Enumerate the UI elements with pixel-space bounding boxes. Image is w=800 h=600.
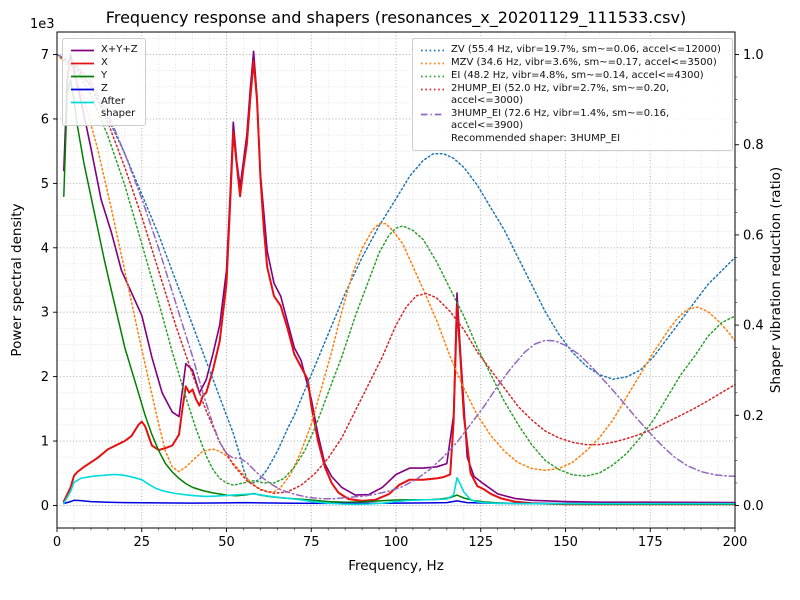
legend-item: EI (48.2 Hz, vibr=4.8%, sm~=0.14, accel<…	[420, 70, 725, 82]
legend-label: MZV (34.6 Hz, vibr=3.6%, sm~=0.17, accel…	[451, 57, 717, 68]
legend-label: X+Y+Z	[101, 44, 138, 55]
series-mzv	[56, 53, 736, 493]
legend-line-sample	[71, 75, 94, 78]
svg-text:0.6: 0.6	[743, 228, 764, 243]
legend-blank-sample	[420, 134, 445, 145]
legend-label: Y	[101, 70, 108, 81]
series-zv	[56, 53, 736, 484]
legend-line-sample	[71, 101, 94, 104]
legend-item: X+Y+Z	[70, 44, 138, 56]
y-axis-label-left: Power spectral density	[9, 203, 25, 357]
svg-text:7: 7	[41, 48, 49, 63]
svg-text:75: 75	[303, 535, 320, 550]
legend-line-sample	[71, 88, 94, 91]
svg-text:3: 3	[41, 306, 49, 321]
legend-line-sample	[421, 88, 444, 91]
svg-text:1: 1	[41, 435, 49, 450]
legend-item: Y	[70, 70, 138, 82]
series-2hump-ei	[56, 53, 736, 495]
legend-label: 3HUMP_EI (72.6 Hz, vibr=1.4%, sm~=0.16, …	[451, 108, 670, 131]
y-axis-offset-text: 1e3	[30, 17, 55, 32]
svg-text:5: 5	[41, 177, 49, 192]
svg-text:200: 200	[723, 535, 748, 550]
legend-line-sample	[71, 49, 94, 52]
series-ei	[56, 53, 736, 486]
legend-item: Z	[70, 83, 138, 95]
svg-text:0.2: 0.2	[743, 409, 764, 424]
legend-item: 2HUMP_EI (52.0 Hz, vibr=2.7%, sm~=0.20, …	[420, 83, 725, 107]
legend-label: X	[101, 57, 108, 68]
series-x	[62, 60, 736, 506]
legend-item: Recommended shaper: 3HUMP_EI	[420, 133, 725, 145]
svg-text:0.4: 0.4	[743, 319, 764, 334]
svg-text:0.8: 0.8	[743, 138, 764, 153]
legend-item: After shaper	[70, 96, 138, 120]
legend-psd: X+Y+Z X Y Z After shaper	[62, 38, 146, 126]
legend-item: X	[70, 57, 138, 69]
svg-text:150: 150	[553, 535, 578, 550]
legend-item: ZV (55.4 Hz, vibr=19.7%, sm~=0.06, accel…	[420, 44, 725, 56]
series-3hump-ei	[56, 53, 736, 500]
legend-item: MZV (34.6 Hz, vibr=3.6%, sm~=0.17, accel…	[420, 57, 725, 69]
legend-line-sample	[421, 113, 444, 116]
legend-label: 2HUMP_EI (52.0 Hz, vibr=2.7%, sm~=0.20, …	[451, 83, 670, 106]
chart-title: Frequency response and shapers (resonanc…	[105, 8, 687, 27]
svg-text:125: 125	[468, 535, 493, 550]
svg-text:6: 6	[41, 112, 49, 127]
legend-line-sample	[71, 62, 94, 65]
legend-line-sample	[421, 75, 444, 78]
svg-text:1.0: 1.0	[743, 48, 764, 63]
svg-text:0.0: 0.0	[743, 499, 764, 514]
svg-text:0: 0	[53, 535, 61, 550]
legend-line-sample	[421, 49, 444, 52]
series-after-shaper	[62, 473, 736, 506]
legend-label: ZV (55.4 Hz, vibr=19.7%, sm~=0.06, accel…	[451, 44, 721, 55]
legend-line-sample	[421, 62, 444, 65]
legend-shapers: ZV (55.4 Hz, vibr=19.7%, sm~=0.06, accel…	[412, 38, 733, 151]
svg-text:4: 4	[41, 241, 49, 256]
legend-label: EI (48.2 Hz, vibr=4.8%, sm~=0.14, accel<…	[451, 70, 704, 81]
legend-label: After shaper	[101, 96, 136, 119]
legend-label: Z	[101, 83, 108, 94]
x-axis-label: Frequency, Hz	[348, 558, 444, 574]
svg-text:50: 50	[218, 535, 235, 550]
svg-text:100: 100	[384, 535, 409, 550]
svg-text:0: 0	[41, 499, 49, 514]
y-axis-label-right: Shaper vibration reduction (ratio)	[768, 166, 784, 394]
svg-text:2: 2	[41, 370, 49, 385]
legend-label: Recommended shaper: 3HUMP_EI	[451, 133, 621, 144]
svg-text:25: 25	[133, 535, 150, 550]
legend-item: 3HUMP_EI (72.6 Hz, vibr=1.4%, sm~=0.16, …	[420, 108, 725, 132]
svg-text:175: 175	[638, 535, 663, 550]
